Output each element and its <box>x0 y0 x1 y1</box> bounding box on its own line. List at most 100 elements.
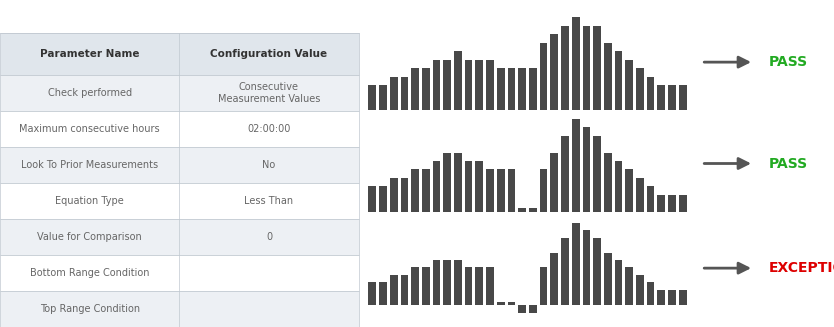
Bar <box>636 68 644 110</box>
Bar <box>422 169 430 212</box>
Bar <box>593 26 601 110</box>
Bar <box>646 186 655 212</box>
Bar <box>593 238 601 304</box>
Bar <box>379 282 387 304</box>
Bar <box>465 60 473 110</box>
Bar <box>475 60 483 110</box>
Text: Consecutive
Measurement Values: Consecutive Measurement Values <box>218 82 320 104</box>
Bar <box>636 275 644 304</box>
Bar <box>540 43 547 110</box>
Bar <box>540 267 547 304</box>
Bar <box>369 186 376 212</box>
Bar <box>0 33 359 75</box>
Bar <box>550 34 558 110</box>
Bar <box>572 119 580 212</box>
Bar <box>593 136 601 212</box>
Bar <box>508 169 515 212</box>
Bar <box>582 127 590 212</box>
Bar <box>657 195 666 212</box>
Bar <box>561 136 569 212</box>
Bar <box>400 77 409 110</box>
Bar <box>411 169 419 212</box>
Bar <box>389 178 398 212</box>
Bar <box>411 68 419 110</box>
Bar <box>433 60 440 110</box>
Bar <box>508 68 515 110</box>
Bar <box>604 43 611 110</box>
Bar <box>540 169 547 212</box>
Text: 02:00:00: 02:00:00 <box>247 124 291 134</box>
Bar <box>0 255 359 291</box>
Bar <box>369 282 376 304</box>
Bar <box>626 60 633 110</box>
Bar <box>615 260 622 304</box>
Bar <box>444 152 451 212</box>
Bar <box>486 169 494 212</box>
Bar <box>465 161 473 212</box>
Bar <box>679 195 686 212</box>
Bar <box>379 186 387 212</box>
Bar <box>561 238 569 304</box>
Bar <box>379 85 387 110</box>
Bar <box>657 290 666 304</box>
Text: PASS: PASS <box>768 157 807 170</box>
Bar <box>497 301 505 304</box>
Bar <box>465 267 473 304</box>
Bar <box>604 152 611 212</box>
Bar <box>572 17 580 110</box>
Text: Maximum consecutive hours: Maximum consecutive hours <box>19 124 160 134</box>
Bar <box>582 230 590 304</box>
Bar <box>604 252 611 304</box>
Text: Less Than: Less Than <box>244 196 294 206</box>
Bar <box>646 77 655 110</box>
Bar <box>433 161 440 212</box>
Bar <box>497 68 505 110</box>
Bar <box>389 77 398 110</box>
Bar <box>529 304 537 314</box>
Bar <box>550 252 558 304</box>
Bar <box>657 85 666 110</box>
Bar <box>668 290 676 304</box>
Text: Bottom Range Condition: Bottom Range Condition <box>30 268 149 278</box>
Text: EXCEPTION: EXCEPTION <box>768 261 834 275</box>
Bar <box>475 161 483 212</box>
Bar <box>411 267 419 304</box>
Bar <box>400 275 409 304</box>
Bar <box>582 26 590 110</box>
Bar <box>0 147 359 183</box>
Bar <box>679 85 686 110</box>
Bar <box>626 169 633 212</box>
Bar <box>529 68 537 110</box>
Bar <box>668 85 676 110</box>
Bar <box>444 260 451 304</box>
Bar <box>0 75 359 111</box>
Bar <box>615 51 622 110</box>
Text: PASS: PASS <box>768 55 807 69</box>
Text: Equation Type: Equation Type <box>55 196 124 206</box>
Bar <box>454 260 462 304</box>
Text: 0: 0 <box>266 232 272 242</box>
Bar <box>400 178 409 212</box>
Bar <box>626 267 633 304</box>
Bar <box>518 208 526 212</box>
Text: Parameter Name: Parameter Name <box>40 49 139 59</box>
Bar <box>486 267 494 304</box>
Bar <box>0 219 359 255</box>
Bar <box>454 152 462 212</box>
Bar <box>369 85 376 110</box>
Bar <box>422 68 430 110</box>
Bar <box>636 178 644 212</box>
Bar <box>550 152 558 212</box>
Bar <box>508 301 515 304</box>
Text: Top Range Condition: Top Range Condition <box>39 304 140 314</box>
Bar <box>529 208 537 212</box>
Bar <box>389 275 398 304</box>
Bar <box>444 60 451 110</box>
Bar <box>486 60 494 110</box>
Bar <box>497 169 505 212</box>
Bar <box>668 195 676 212</box>
Bar <box>0 183 359 219</box>
Bar <box>454 51 462 110</box>
Bar <box>518 68 526 110</box>
Bar <box>422 267 430 304</box>
